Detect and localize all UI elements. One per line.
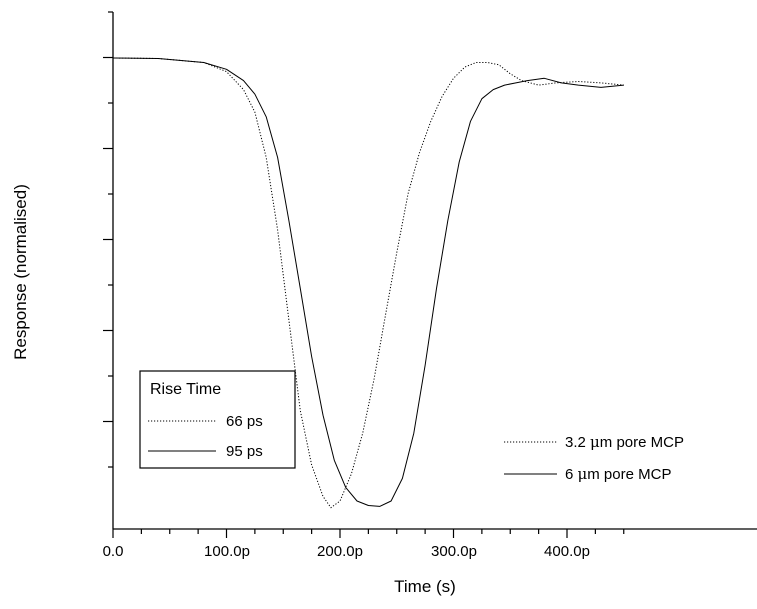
y-axis-label: Response (normalised)	[11, 184, 30, 360]
x-tick-label: 300.0p	[431, 543, 477, 560]
x-tick-label: 100.0p	[204, 543, 250, 560]
pore-legend: 3.2 μm pore MCP 6 μm pore MCP	[504, 433, 684, 483]
x-ticks	[112, 529, 625, 538]
x-axis-label: Time (s)	[394, 577, 456, 596]
x-tick-label: 200.0p	[317, 543, 363, 560]
y-ticks	[103, 11, 113, 468]
legend-entry-6um: 6 μm pore MCP	[565, 465, 671, 483]
series-group	[112, 57, 624, 509]
legend-entry-66ps: 66 ps	[226, 413, 263, 430]
rise-time-legend-box	[139, 370, 296, 469]
legend-entry-3-2um: 3.2 μm pore MCP	[565, 433, 684, 451]
series-line-solid	[112, 57, 624, 507]
x-tick-labels: 0.0 100.0p 200.0p 300.0p 400.0p	[103, 543, 590, 560]
x-tick-label: 0.0	[103, 543, 124, 560]
legend-entry-95ps: 95 ps	[226, 443, 263, 460]
rise-time-legend-title: Rise Time	[150, 381, 221, 398]
x-tick-label: 400.0p	[544, 543, 590, 560]
axes	[103, 11, 757, 538]
rise-time-legend: Rise Time 66 ps 95 ps	[139, 370, 296, 469]
